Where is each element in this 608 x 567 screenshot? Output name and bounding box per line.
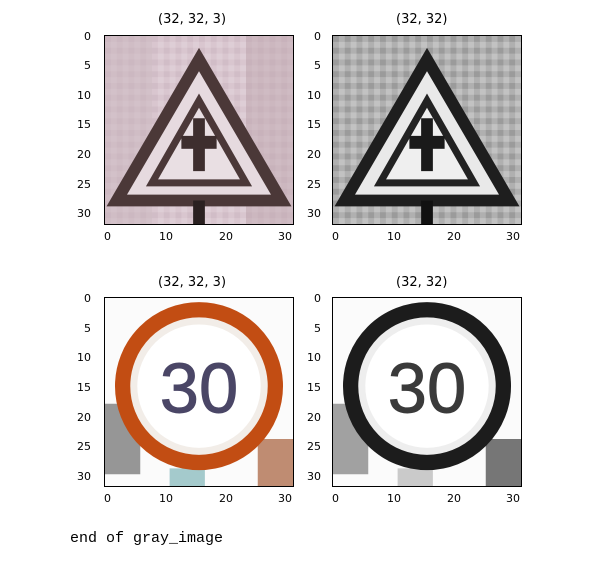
ytick: 30 [77, 207, 91, 220]
ytick: 25 [77, 440, 91, 453]
speed-limit-number: 30 [388, 349, 466, 428]
panel-title: (32, 32) [396, 275, 448, 290]
ytick: 15 [77, 381, 91, 394]
ytick: 0 [314, 292, 321, 305]
ytick: 20 [77, 148, 91, 161]
ytick: 20 [307, 411, 321, 424]
cell-output-text: end of gray_image [70, 530, 224, 547]
ytick: 25 [77, 178, 91, 191]
ytick: 5 [314, 322, 321, 335]
ytick: 0 [84, 30, 91, 43]
xtick: 30 [278, 230, 292, 243]
speed-limit-number: 30 [160, 349, 238, 428]
xtick: 10 [159, 230, 173, 243]
xtick: 10 [159, 492, 173, 505]
ytick: 15 [307, 118, 321, 131]
ytick: 30 [77, 470, 91, 483]
ytick: 25 [307, 440, 321, 453]
ytick: 10 [77, 89, 91, 102]
ytick: 30 [307, 470, 321, 483]
ytick: 5 [314, 59, 321, 72]
xtick: 20 [447, 230, 461, 243]
panel-title: (32, 32, 3) [158, 275, 227, 290]
ytick: 0 [314, 30, 321, 43]
ytick: 20 [307, 148, 321, 161]
ytick: 5 [84, 322, 91, 335]
xtick: 20 [219, 492, 233, 505]
xtick: 0 [104, 230, 111, 243]
xtick: 30 [506, 230, 520, 243]
xtick: 0 [104, 492, 111, 505]
panel-title: (32, 32, 3) [158, 12, 227, 27]
panel-title: (32, 32) [396, 12, 448, 27]
ytick: 30 [307, 207, 321, 220]
xtick: 20 [219, 230, 233, 243]
ytick: 25 [307, 178, 321, 191]
ytick: 15 [77, 118, 91, 131]
image-warning-sign-gray [332, 35, 522, 225]
ytick: 20 [77, 411, 91, 424]
xtick: 10 [387, 230, 401, 243]
image-speed-limit-30-color: 30 [104, 297, 294, 487]
ytick: 5 [84, 59, 91, 72]
ytick: 10 [307, 351, 321, 364]
image-speed-limit-30-gray: 30 [332, 297, 522, 487]
xtick: 30 [278, 492, 292, 505]
xtick: 10 [387, 492, 401, 505]
ytick: 10 [307, 89, 321, 102]
ytick: 0 [84, 292, 91, 305]
image-warning-sign-color [104, 35, 294, 225]
ytick: 15 [307, 381, 321, 394]
xtick: 20 [447, 492, 461, 505]
xtick: 30 [506, 492, 520, 505]
xtick: 0 [332, 230, 339, 243]
xtick: 0 [332, 492, 339, 505]
ytick: 10 [77, 351, 91, 364]
